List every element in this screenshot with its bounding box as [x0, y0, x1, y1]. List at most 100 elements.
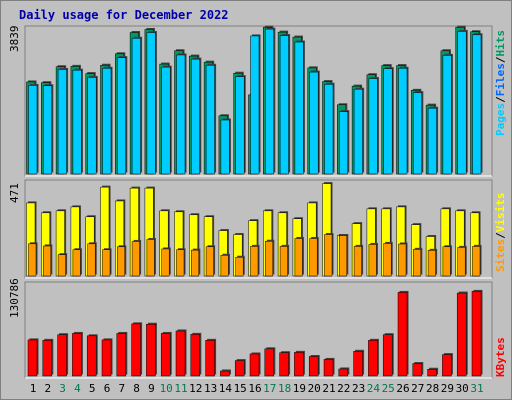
- kbytes-bar: [249, 353, 260, 377]
- sites-bar: [131, 241, 140, 277]
- x-tick-label: 14: [219, 382, 233, 395]
- files-bar: [220, 119, 230, 175]
- files-bar: [87, 77, 97, 175]
- x-tick-label: 19: [293, 382, 306, 395]
- kbytes-bar: [86, 335, 97, 377]
- sites-bar: [72, 249, 81, 277]
- x-tick-label: 31: [470, 382, 483, 395]
- sites-bar: [235, 256, 244, 277]
- files-bar: [383, 68, 393, 175]
- bottom-bars: [27, 289, 483, 377]
- sites-bar: [57, 254, 66, 277]
- x-tick-label: 11: [174, 382, 187, 395]
- legend-separator: /: [494, 232, 507, 239]
- kbytes-bar: [456, 292, 467, 377]
- kbytes-bar: [190, 334, 201, 377]
- sites-bar: [176, 249, 185, 277]
- kbytes-bar: [382, 334, 393, 377]
- files-bar: [205, 64, 215, 175]
- x-tick-label: 2: [44, 382, 51, 395]
- x-tick-label: 16: [248, 382, 261, 395]
- x-tick-label: 13: [204, 382, 217, 395]
- sites-bar: [117, 246, 126, 277]
- sites-bar: [413, 249, 422, 277]
- sites-bar: [87, 243, 96, 277]
- files-bar: [28, 85, 38, 175]
- kbytes-bar: [101, 339, 112, 377]
- x-tick-label: 30: [456, 382, 469, 395]
- chart-title: Daily usage for December 2022: [19, 8, 229, 22]
- sites-bar: [309, 238, 318, 277]
- x-tick-label: 21: [322, 382, 335, 395]
- x-tick-label: 26: [396, 382, 409, 395]
- y-tick-middle: 471: [8, 183, 21, 203]
- files-bar: [442, 55, 452, 175]
- sites-bar: [383, 243, 392, 277]
- files-bar: [117, 57, 127, 175]
- kbytes-bar: [175, 330, 186, 377]
- kbytes-bar: [353, 351, 363, 377]
- kbytes-bar: [205, 340, 215, 377]
- kbytes-bar: [116, 333, 127, 377]
- kbytes-bar: [57, 334, 67, 377]
- x-tick-label: 15: [234, 382, 247, 395]
- sites-bar: [457, 247, 466, 277]
- files-bar: [353, 88, 363, 175]
- files-bar: [72, 69, 82, 175]
- files-bar: [250, 35, 260, 175]
- sites-bar: [279, 246, 288, 277]
- x-axis-labels: 1 2 3 4 5 6 7 8 9 10 11 12 13 14 15 16 17 18 19 20 21 22 23 24 2…: [30, 382, 484, 395]
- sites-bar: [146, 239, 155, 277]
- files-bar: [457, 31, 467, 175]
- x-tick-label: 29: [441, 382, 454, 395]
- legend-visits: Visits: [494, 193, 507, 233]
- files-bar: [472, 34, 482, 175]
- sites-bar: [28, 243, 37, 277]
- kbytes-bar: [338, 368, 349, 377]
- sites-bar: [220, 255, 229, 277]
- legend-bottom: KBytes: [494, 337, 507, 377]
- x-tick-label: 5: [89, 382, 96, 395]
- kbytes-bar: [264, 348, 275, 377]
- files-bar: [368, 78, 378, 175]
- kbytes-bar: [279, 352, 289, 377]
- legend-separator: /: [494, 96, 507, 103]
- sites-bar: [353, 246, 362, 277]
- legend-hits: Hits: [494, 30, 507, 57]
- x-tick-label: 8: [133, 382, 140, 395]
- x-tick-label: 24: [367, 382, 381, 395]
- x-tick-label: 17: [263, 382, 276, 395]
- sites-bar: [191, 249, 200, 277]
- y-tick-top: 3839: [8, 26, 21, 53]
- sites-bar: [43, 245, 52, 277]
- kbytes-bar: [412, 363, 423, 377]
- kbytes-bar: [308, 356, 319, 377]
- x-tick-label: 10: [160, 382, 173, 395]
- x-tick-label: 28: [426, 382, 439, 395]
- files-bar: [413, 92, 423, 175]
- files-bar: [131, 37, 141, 175]
- files-bar: [324, 83, 334, 175]
- kbytes-bar: [427, 368, 437, 377]
- kbytes-bar: [471, 291, 482, 377]
- files-bar: [161, 66, 171, 175]
- legend-middle: Sites/Visits: [494, 193, 507, 273]
- kbytes-bar: [146, 323, 156, 377]
- x-tick-label: 4: [74, 382, 81, 395]
- legend-sites: Sites: [494, 239, 507, 272]
- y-tick-bottom: 130786: [8, 278, 21, 318]
- x-tick-label: 20: [308, 382, 321, 395]
- sites-bar: [339, 235, 348, 277]
- legend-kbytes: KBytes: [494, 337, 507, 377]
- sites-bar: [265, 240, 274, 277]
- sites-bar: [294, 238, 303, 277]
- sites-bar: [398, 243, 407, 277]
- kbytes-bar: [72, 333, 82, 377]
- top-bars: [26, 25, 483, 175]
- legend-separator: /: [494, 56, 507, 63]
- sites-bar: [161, 248, 170, 277]
- x-tick-label: 25: [382, 382, 395, 395]
- sites-bar: [368, 244, 377, 277]
- kbytes-bar: [42, 340, 53, 377]
- kbytes-bar: [234, 360, 245, 377]
